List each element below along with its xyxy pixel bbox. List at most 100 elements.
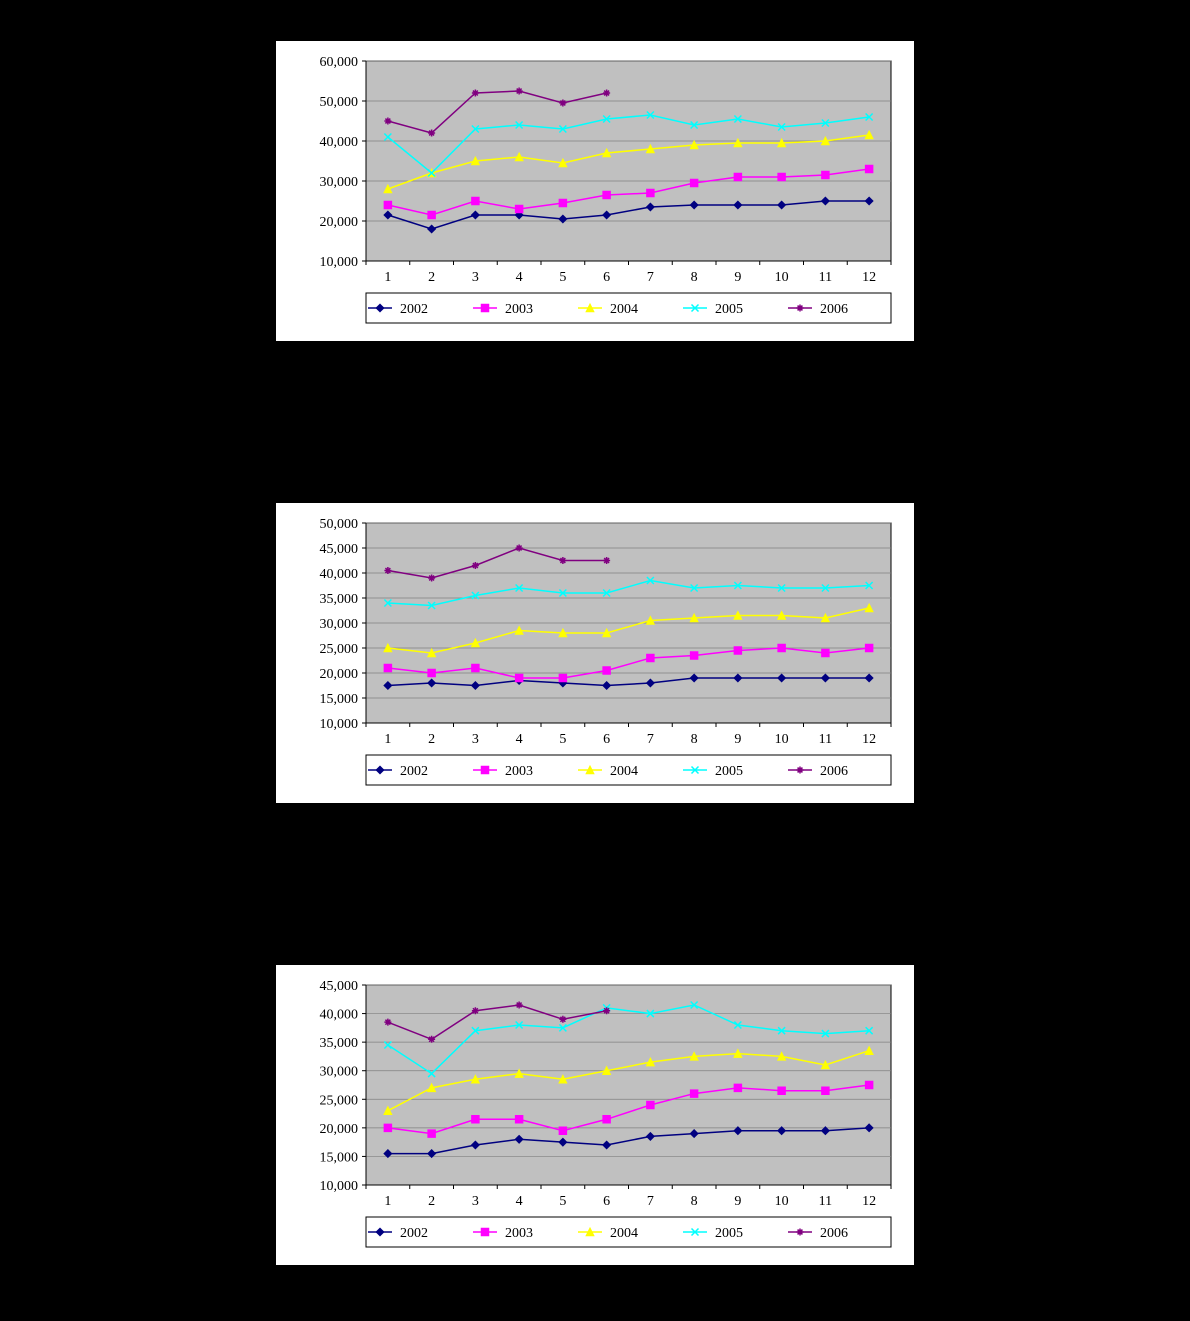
legend-label-2005: 2005 — [715, 302, 743, 317]
series-marker-2003 — [384, 202, 391, 209]
chart1-svg: 10,00020,00030,00040,00050,00060,0001234… — [286, 51, 906, 331]
series-marker-2003 — [428, 1130, 435, 1137]
y-tick-label: 35,000 — [320, 592, 359, 607]
y-tick-label: 20,000 — [320, 1122, 359, 1137]
y-tick-label: 40,000 — [320, 1008, 359, 1023]
x-tick-label: 12 — [862, 270, 876, 285]
y-tick-label: 15,000 — [320, 692, 359, 707]
series-marker-2003 — [516, 206, 523, 213]
series-marker-2003 — [428, 212, 435, 219]
x-tick-label: 10 — [775, 732, 789, 747]
series-marker-2003 — [647, 655, 654, 662]
x-tick-label: 3 — [472, 270, 479, 285]
y-tick-label: 50,000 — [320, 517, 359, 532]
series-marker-2003 — [822, 172, 829, 179]
x-tick-label: 2 — [428, 732, 435, 747]
legend-label-2006: 2006 — [820, 302, 848, 317]
y-tick-label: 20,000 — [320, 215, 359, 230]
x-tick-label: 2 — [428, 270, 435, 285]
y-tick-label: 30,000 — [320, 1065, 359, 1080]
series-marker-2006 — [384, 1019, 391, 1026]
x-tick-label: 7 — [647, 270, 654, 285]
series-marker-2003 — [734, 174, 741, 181]
x-tick-label: 4 — [516, 270, 523, 285]
series-marker-2003 — [603, 192, 610, 199]
series-marker-2003 — [384, 665, 391, 672]
series-marker-2003 — [559, 200, 566, 207]
legend-label-2003: 2003 — [505, 1226, 533, 1241]
series-marker-2006 — [603, 90, 610, 97]
x-tick-label: 11 — [819, 1194, 832, 1209]
y-tick-label: 20,000 — [320, 667, 359, 682]
series-marker-2003 — [472, 1116, 479, 1123]
legend-label-2005: 2005 — [715, 764, 743, 779]
x-tick-label: 12 — [862, 732, 876, 747]
y-tick-label: 45,000 — [320, 542, 359, 557]
series-marker-2003 — [428, 670, 435, 677]
x-tick-label: 5 — [559, 1194, 566, 1209]
x-tick-label: 5 — [559, 732, 566, 747]
series-marker-2003 — [603, 1116, 610, 1123]
legend-label-2006: 2006 — [820, 764, 848, 779]
x-tick-label: 6 — [603, 270, 610, 285]
y-tick-label: 25,000 — [320, 642, 359, 657]
x-tick-label: 1 — [384, 1194, 391, 1209]
series-marker-2003 — [866, 1082, 873, 1089]
series-marker-2003 — [691, 1090, 698, 1097]
page: 10,00020,00030,00040,00050,00060,0001234… — [0, 0, 1190, 1306]
series-marker-2003 — [647, 190, 654, 197]
x-tick-label: 4 — [516, 732, 523, 747]
legend-label-2002: 2002 — [400, 1226, 428, 1241]
y-tick-label: 45,000 — [320, 979, 359, 994]
chart3-svg: 10,00015,00020,00025,00030,00035,00040,0… — [286, 975, 906, 1255]
series-marker-2003 — [778, 645, 785, 652]
series-marker-2003 — [778, 1087, 785, 1094]
series-marker-2003 — [822, 1087, 829, 1094]
x-tick-label: 11 — [819, 732, 832, 747]
series-marker-2003 — [472, 198, 479, 205]
x-tick-label: 9 — [734, 732, 741, 747]
series-marker-2003 — [734, 1084, 741, 1091]
y-tick-label: 15,000 — [320, 1150, 359, 1165]
x-tick-label: 8 — [691, 732, 698, 747]
x-tick-label: 6 — [603, 732, 610, 747]
series-marker-2003 — [822, 650, 829, 657]
series-marker-2003 — [647, 1102, 654, 1109]
series-marker-2003 — [691, 180, 698, 187]
y-tick-label: 40,000 — [320, 567, 359, 582]
x-tick-label: 6 — [603, 1194, 610, 1209]
x-tick-label: 12 — [862, 1194, 876, 1209]
x-tick-label: 1 — [384, 270, 391, 285]
y-tick-label: 30,000 — [320, 617, 359, 632]
x-tick-label: 8 — [691, 270, 698, 285]
series-marker-2003 — [866, 645, 873, 652]
legend-label-2005: 2005 — [715, 1226, 743, 1241]
x-tick-label: 5 — [559, 270, 566, 285]
chart-container-3: 10,00015,00020,00025,00030,00035,00040,0… — [275, 964, 915, 1266]
x-tick-label: 7 — [647, 732, 654, 747]
legend-label-2003: 2003 — [505, 764, 533, 779]
x-tick-label: 7 — [647, 1194, 654, 1209]
x-tick-label: 10 — [775, 1194, 789, 1209]
chart-container-1: 10,00020,00030,00040,00050,00060,0001234… — [275, 40, 915, 342]
y-tick-label: 25,000 — [320, 1093, 359, 1108]
series-marker-2003 — [516, 675, 523, 682]
y-tick-label: 35,000 — [320, 1036, 359, 1051]
series-marker-2003 — [734, 647, 741, 654]
series-marker-2003 — [691, 652, 698, 659]
series-marker-2003 — [384, 1124, 391, 1131]
x-tick-label: 3 — [472, 1194, 479, 1209]
legend-label-2002: 2002 — [400, 764, 428, 779]
legend-label-2006: 2006 — [820, 1226, 848, 1241]
chart2-svg: 10,00015,00020,00025,00030,00035,00040,0… — [286, 513, 906, 793]
series-marker-2003 — [778, 174, 785, 181]
chart-container-2: 10,00015,00020,00025,00030,00035,00040,0… — [275, 502, 915, 804]
series-marker-2006 — [559, 100, 566, 107]
y-tick-label: 60,000 — [320, 55, 359, 70]
x-tick-label: 9 — [734, 1194, 741, 1209]
x-tick-label: 9 — [734, 270, 741, 285]
series-marker-2003 — [866, 166, 873, 173]
legend-label-2004: 2004 — [610, 764, 638, 779]
x-tick-label: 11 — [819, 270, 832, 285]
y-tick-label: 10,000 — [320, 255, 359, 270]
